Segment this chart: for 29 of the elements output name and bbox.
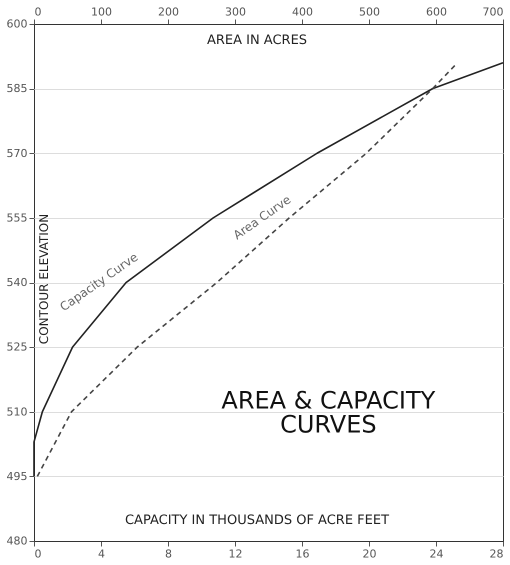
text: AREA & CAPACITY CURVES bbox=[221, 386, 436, 438]
x2-tick-label: 400 bbox=[292, 6, 313, 18]
y-tick-label: 495 bbox=[6, 470, 28, 483]
x-tick-label: 20 bbox=[362, 548, 376, 560]
x2-tick-label: 500 bbox=[359, 6, 380, 18]
y-tick-label: 570 bbox=[6, 146, 28, 160]
y-tick-label: 600 bbox=[6, 18, 28, 30]
y-tick-label: 480 bbox=[6, 534, 28, 548]
x2-tick-label: 300 bbox=[225, 6, 246, 18]
x-tick-label: 28 bbox=[490, 548, 504, 560]
y-tick-label: 525 bbox=[6, 340, 28, 354]
x2-tick-label: 200 bbox=[158, 6, 179, 18]
x-tick-label: 0 bbox=[34, 548, 42, 560]
x-tick-label: 12 bbox=[228, 548, 242, 560]
y-tick-label: 510 bbox=[6, 405, 28, 418]
y-tick-label: 585 bbox=[6, 82, 28, 96]
x2-tick-label: 0 bbox=[34, 6, 42, 18]
x-tick-label: 24 bbox=[430, 548, 444, 560]
y-tick-label: 540 bbox=[6, 276, 28, 289]
x2-tick-label: 700 bbox=[482, 6, 504, 18]
y-tick-label: 555 bbox=[6, 211, 28, 224]
x-tick-label: 4 bbox=[98, 548, 105, 560]
x-axis-title: CAPACITY IN THOUSANDS OF ACRE FEET bbox=[124, 513, 390, 528]
x-tick-label: 16 bbox=[296, 548, 310, 560]
x2-axis-title: AREA IN ACRES bbox=[206, 33, 308, 48]
x-tick-label: 8 bbox=[165, 548, 172, 560]
y-axis-title: CONTOUR ELEVATION bbox=[37, 214, 51, 344]
x2-tick-label: 100 bbox=[91, 6, 112, 18]
x2-tick-label: 600 bbox=[426, 6, 447, 18]
